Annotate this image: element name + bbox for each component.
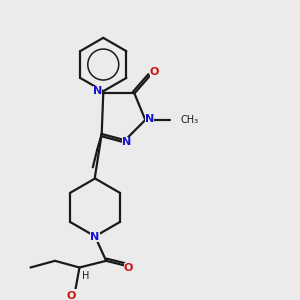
Text: N: N bbox=[93, 86, 102, 96]
Text: O: O bbox=[150, 67, 159, 77]
Text: H: H bbox=[82, 272, 90, 281]
Text: O: O bbox=[67, 291, 76, 300]
Text: N: N bbox=[90, 232, 100, 242]
Text: CH₃: CH₃ bbox=[181, 115, 199, 125]
Text: N: N bbox=[122, 137, 131, 147]
Text: N: N bbox=[145, 114, 154, 124]
Text: O: O bbox=[124, 262, 133, 272]
